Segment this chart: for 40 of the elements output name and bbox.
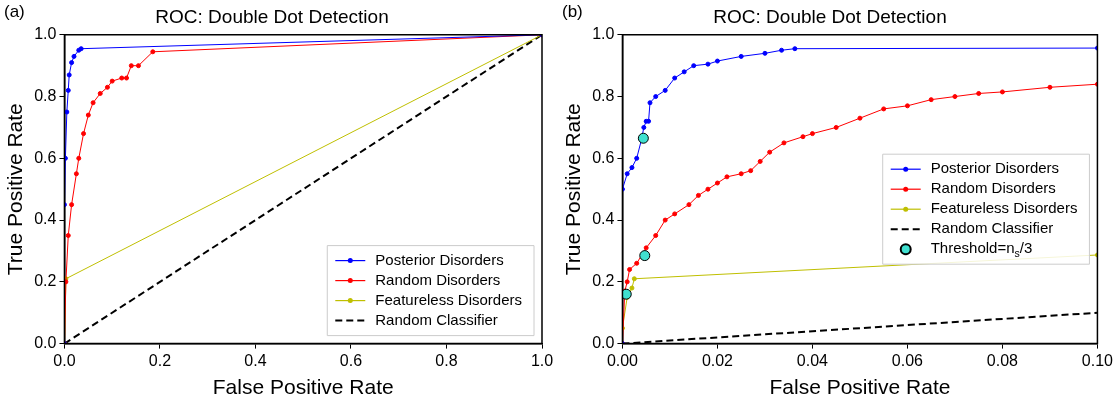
y-tick-label: 0.6: [34, 148, 57, 166]
x-tick-label: 0.06: [891, 351, 924, 369]
y-tick-label: 0.6: [592, 148, 615, 166]
legend-label: Random Classifier: [375, 310, 498, 328]
x-tick-label: 1.0: [530, 351, 554, 369]
chart-title: ROC: Double Dot Detection: [713, 5, 947, 27]
text: (b): [562, 2, 583, 22]
x-axis-title: False Positive Rate: [212, 375, 394, 399]
x-tick-label: 0.0: [53, 351, 76, 369]
x-tick-label: 0.08: [986, 351, 1019, 369]
x-tick-label: 0.6: [339, 351, 363, 369]
y-axis-title: True Positive Rate: [561, 103, 585, 276]
y-axis-title: True Positive Rate: [3, 103, 27, 276]
y-tick-label: 0.2: [34, 272, 57, 290]
x-axis-title: False Positive Rate: [769, 375, 951, 399]
y-tick-label: 1.0: [34, 25, 57, 43]
x-tick-label: 0.4: [244, 351, 267, 369]
y-tick-label: 0.4: [34, 210, 57, 228]
x-tick-label: 0.02: [701, 351, 734, 369]
x-tick-label: 0.04: [796, 351, 829, 369]
chart-title: ROC: Double Dot Detection: [155, 5, 389, 27]
legend-label: Random Classifier: [930, 219, 1054, 237]
x-tick-label: 0.2: [148, 351, 172, 369]
legend-label: Random Disorders: [375, 270, 501, 288]
legend-label: Posterior Disorders: [930, 159, 1060, 177]
x-tick-label: 0.10: [1081, 351, 1114, 369]
x-tick-label: 0.00: [606, 351, 639, 369]
legend-label: Featureless Disorders: [375, 290, 522, 308]
y-tick-label: 0.0: [34, 334, 57, 352]
legend-label: Posterior Disorders: [375, 250, 504, 268]
y-tick-label: 0.8: [592, 86, 615, 104]
y-tick-label: 0.0: [592, 334, 615, 352]
legend-label: Featureless Disorders: [930, 199, 1078, 217]
text: (a): [4, 2, 25, 22]
x-tick-label: 0.8: [435, 351, 458, 369]
y-tick-label: 1.0: [592, 25, 615, 43]
legend-label: Random Disorders: [930, 179, 1056, 197]
y-tick-label: 0.4: [592, 210, 615, 228]
y-tick-label: 0.2: [592, 272, 615, 290]
y-tick-label: 0.8: [34, 86, 57, 104]
